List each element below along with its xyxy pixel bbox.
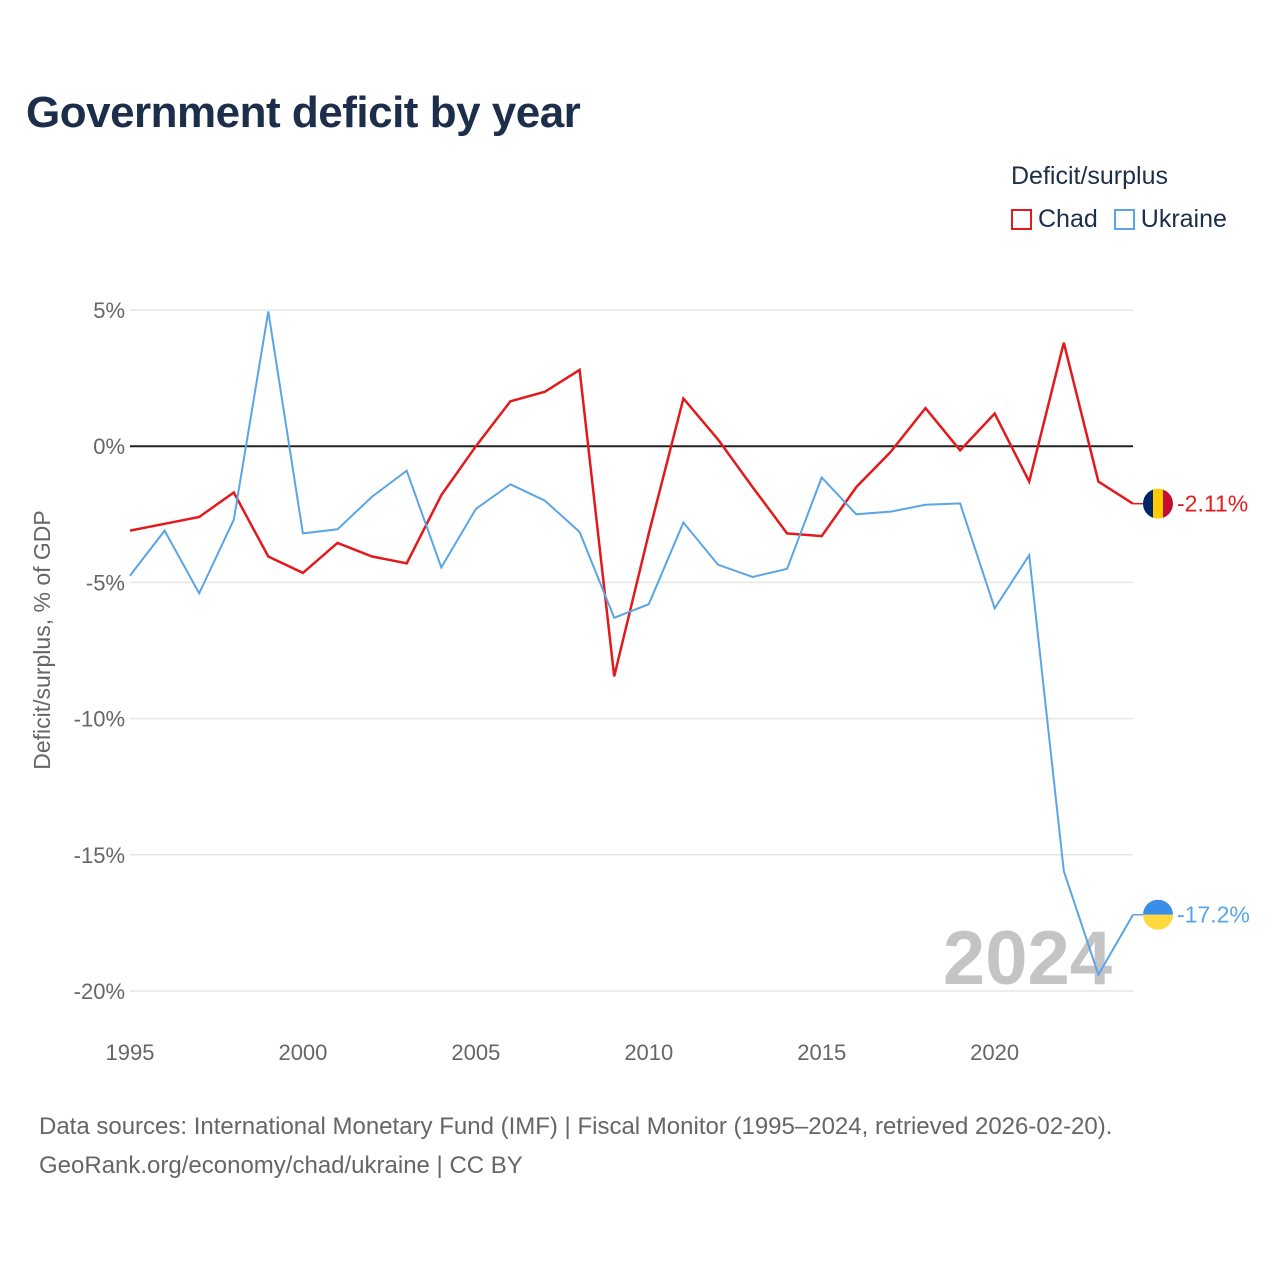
- x-tick-label: 2005: [451, 1040, 500, 1065]
- chart-title: Government deficit by year: [26, 88, 581, 137]
- footer: Data sources: International Monetary Fun…: [39, 1107, 1112, 1185]
- gridlines: [130, 309, 1133, 992]
- y-tick-label: -15%: [74, 843, 125, 868]
- y-tick-label: 5%: [93, 298, 125, 323]
- x-tick-label: 2000: [278, 1040, 327, 1065]
- y-tick-label: -5%: [86, 570, 125, 595]
- legend-item-chad[interactable]: Chad: [1011, 205, 1098, 234]
- year-watermark: 2024: [943, 916, 1112, 1001]
- y-tick-label: -10%: [74, 707, 125, 732]
- x-tick-label: 1995: [106, 1040, 155, 1065]
- x-axis-ticks: 1995 2000 2005 2010 2015 2020: [106, 1040, 1020, 1065]
- ukraine-flag-icon: [1143, 899, 1173, 930]
- legend-swatch-ukraine: [1113, 209, 1135, 230]
- legend-swatch-chad: [1011, 209, 1032, 230]
- series-lines: [129, 311, 1134, 978]
- legend-title: Deficit/surplus: [1011, 162, 1168, 190]
- series-end-markers: -2.11% -17.2%: [1133, 488, 1250, 930]
- y-tick-label: -20%: [74, 979, 125, 1004]
- legend-label-chad: Chad: [1038, 205, 1098, 233]
- x-tick-label: 2015: [797, 1040, 846, 1065]
- footer-sources: Data sources: International Monetary Fun…: [39, 1113, 1113, 1140]
- y-axis-title: Deficit/surplus, % of GDP: [29, 510, 55, 769]
- end-label-ukraine: -17.2%: [1177, 902, 1250, 928]
- legend: Chad Ukraine: [1011, 205, 1227, 234]
- y-tick-label: 0%: [93, 434, 125, 459]
- x-tick-label: 2020: [970, 1040, 1019, 1065]
- legend-item-ukraine[interactable]: Ukraine: [1113, 205, 1227, 234]
- chad-flag-icon: [1143, 488, 1173, 519]
- series-line-ukraine[interactable]: [129, 311, 1134, 978]
- end-label-chad: -2.11%: [1177, 491, 1248, 517]
- legend-label-ukraine: Ukraine: [1140, 205, 1227, 233]
- y-axis-ticks: 5% 0% -5% -10% -15% -20%: [74, 298, 125, 1004]
- footer-link[interactable]: GeoRank.org/economy/chad/ukraine | CC BY: [39, 1152, 523, 1179]
- series-line-chad[interactable]: [129, 342, 1134, 677]
- x-tick-label: 2010: [624, 1040, 673, 1065]
